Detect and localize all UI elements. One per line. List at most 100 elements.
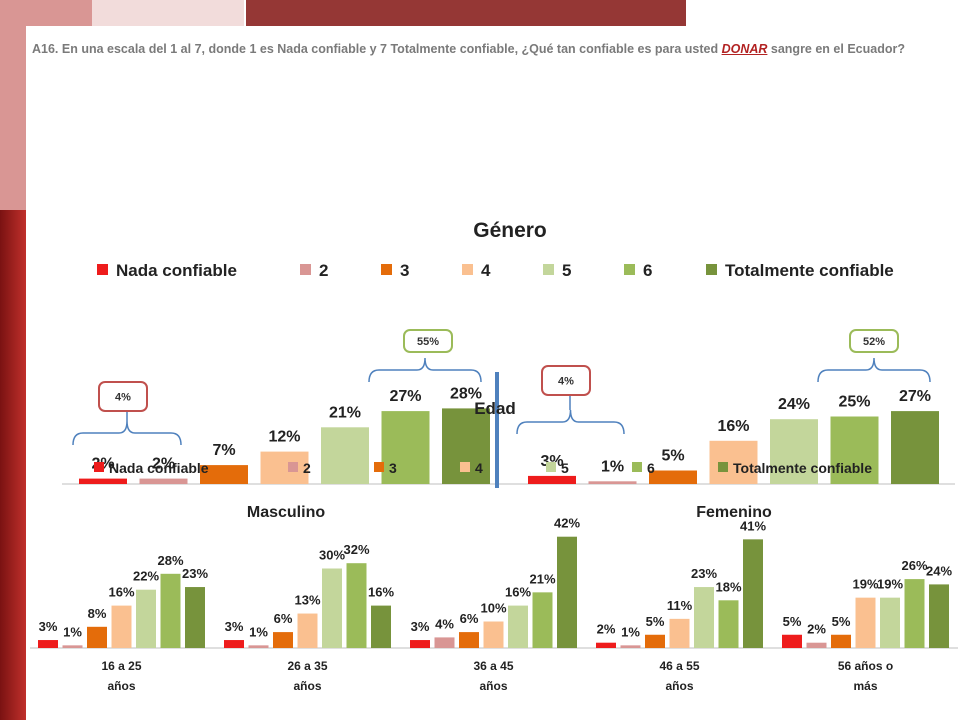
genero-legend-label: Totalmente confiable bbox=[725, 261, 894, 280]
left-deco-bar-top bbox=[0, 0, 26, 210]
genero-data-label: 7% bbox=[212, 442, 235, 459]
edad-bar bbox=[248, 645, 269, 648]
edad-data-label: 3% bbox=[225, 619, 244, 634]
edad-data-label: 32% bbox=[343, 542, 369, 557]
genero-bar bbox=[709, 440, 758, 484]
edad-legend-label: 5 bbox=[561, 460, 569, 476]
edad-bar bbox=[557, 536, 577, 648]
genero-legend-label: 2 bbox=[319, 261, 328, 280]
edad-legend-label: Nada confiable bbox=[109, 460, 209, 476]
edad-data-label: 8% bbox=[88, 606, 107, 621]
genero-bar bbox=[891, 411, 939, 484]
edad-bar bbox=[346, 563, 367, 648]
edad-bar bbox=[508, 605, 528, 648]
edad-legend-label: 3 bbox=[389, 460, 397, 476]
edad-data-label: 23% bbox=[691, 566, 717, 581]
edad-bar bbox=[669, 618, 690, 648]
edad-bar bbox=[38, 640, 58, 648]
edad-category-label: 26 a 35 años bbox=[287, 659, 327, 693]
genero-legend-swatch bbox=[381, 264, 392, 275]
genero-category-label: Femenino bbox=[696, 504, 772, 521]
edad-bar bbox=[483, 621, 504, 648]
edad-bar bbox=[694, 587, 714, 648]
edad-legend-swatch bbox=[632, 462, 642, 472]
genero-annotation-masc-low-box bbox=[98, 381, 148, 412]
genero-legend-swatch bbox=[706, 264, 717, 275]
edad-data-label: 4% bbox=[435, 616, 454, 631]
edad-bar bbox=[273, 632, 293, 648]
genero-bar bbox=[770, 419, 818, 484]
genero-annotation-fem-high-box bbox=[849, 329, 899, 353]
genero-annotation-fem-high-label: 52% bbox=[863, 336, 885, 348]
genero-annotation-brace bbox=[72, 420, 182, 446]
genero-bar bbox=[200, 465, 248, 484]
edad-data-label: 3% bbox=[411, 619, 430, 634]
edad-data-label: 16% bbox=[108, 585, 134, 600]
edad-legend-swatch bbox=[288, 462, 298, 472]
question-text: A16. En una escala del 1 al 7, donde 1 e… bbox=[32, 40, 952, 59]
edad-bar bbox=[806, 642, 827, 648]
edad-bar bbox=[297, 613, 318, 648]
edad-legend-swatch bbox=[374, 462, 384, 472]
genero-legend-swatch bbox=[543, 264, 554, 275]
edad-legend-label: 2 bbox=[303, 460, 311, 476]
edad-data-label: 23% bbox=[182, 566, 208, 581]
edad-data-label: 11% bbox=[667, 598, 693, 613]
genero-legend-swatch bbox=[97, 264, 108, 275]
edad-data-label: 3% bbox=[39, 619, 58, 634]
genero-data-label: 24% bbox=[778, 396, 810, 413]
edad-bar bbox=[62, 645, 83, 648]
edad-data-label: 6% bbox=[274, 611, 293, 626]
genero-bar bbox=[528, 475, 576, 484]
genero-bar bbox=[442, 408, 490, 484]
edad-bar bbox=[111, 605, 132, 648]
edad-data-label: 10% bbox=[480, 601, 506, 616]
top-deco-band-3 bbox=[246, 0, 686, 26]
edad-bar bbox=[532, 592, 553, 648]
edad-data-label: 26% bbox=[901, 558, 927, 573]
genero-legend-label: Nada confiable bbox=[116, 261, 237, 280]
edad-data-label: 28% bbox=[157, 553, 183, 568]
edad-bar bbox=[743, 539, 763, 648]
edad-chart-title: Edad bbox=[474, 399, 516, 418]
edad-category-label: 16 a 25 años bbox=[101, 659, 141, 693]
edad-data-label: 1% bbox=[63, 624, 82, 639]
edad-data-label: 42% bbox=[554, 516, 580, 531]
edad-bar bbox=[904, 579, 925, 648]
genero-data-label: 12% bbox=[268, 429, 300, 446]
genero-data-label: 2% bbox=[152, 456, 175, 473]
genero-legend-label: 6 bbox=[643, 261, 652, 280]
edad-legend-swatch bbox=[94, 462, 104, 472]
edad-legend-swatch bbox=[546, 462, 556, 472]
genero-bar bbox=[588, 481, 637, 484]
genero-data-label: 28% bbox=[450, 385, 482, 402]
genero-bar bbox=[260, 451, 309, 484]
edad-data-label: 41% bbox=[740, 518, 766, 533]
edad-data-label: 5% bbox=[783, 614, 802, 629]
genero-data-label: 21% bbox=[329, 404, 361, 421]
question-suffix: sangre en el Ecuador? bbox=[767, 42, 905, 56]
edad-bar bbox=[596, 642, 616, 648]
edad-bar bbox=[880, 597, 900, 648]
genero-data-label: 16% bbox=[717, 418, 749, 435]
edad-data-label: 19% bbox=[877, 577, 903, 592]
edad-data-label: 22% bbox=[133, 569, 159, 584]
edad-data-label: 24% bbox=[926, 563, 952, 578]
edad-data-label: 19% bbox=[852, 577, 878, 592]
edad-bar bbox=[434, 637, 455, 648]
edad-bar bbox=[645, 634, 665, 648]
edad-bar bbox=[718, 600, 739, 648]
genero-bar bbox=[321, 427, 369, 484]
edad-data-label: 2% bbox=[597, 622, 616, 637]
genero-category-label: Masculino bbox=[247, 504, 325, 521]
left-deco-bar-bottom bbox=[0, 210, 26, 720]
genero-bar bbox=[139, 478, 188, 484]
edad-legend-label: Totalmente confiable bbox=[733, 460, 872, 476]
genero-annotation-masc-high-box bbox=[403, 329, 453, 353]
edad-bar bbox=[831, 634, 851, 648]
edad-legend-label: 6 bbox=[647, 460, 655, 476]
question-prefix: A16. En una escala del 1 al 7, donde 1 e… bbox=[32, 42, 722, 56]
edad-data-label: 13% bbox=[294, 593, 320, 608]
genero-legend-label: 3 bbox=[400, 261, 409, 280]
